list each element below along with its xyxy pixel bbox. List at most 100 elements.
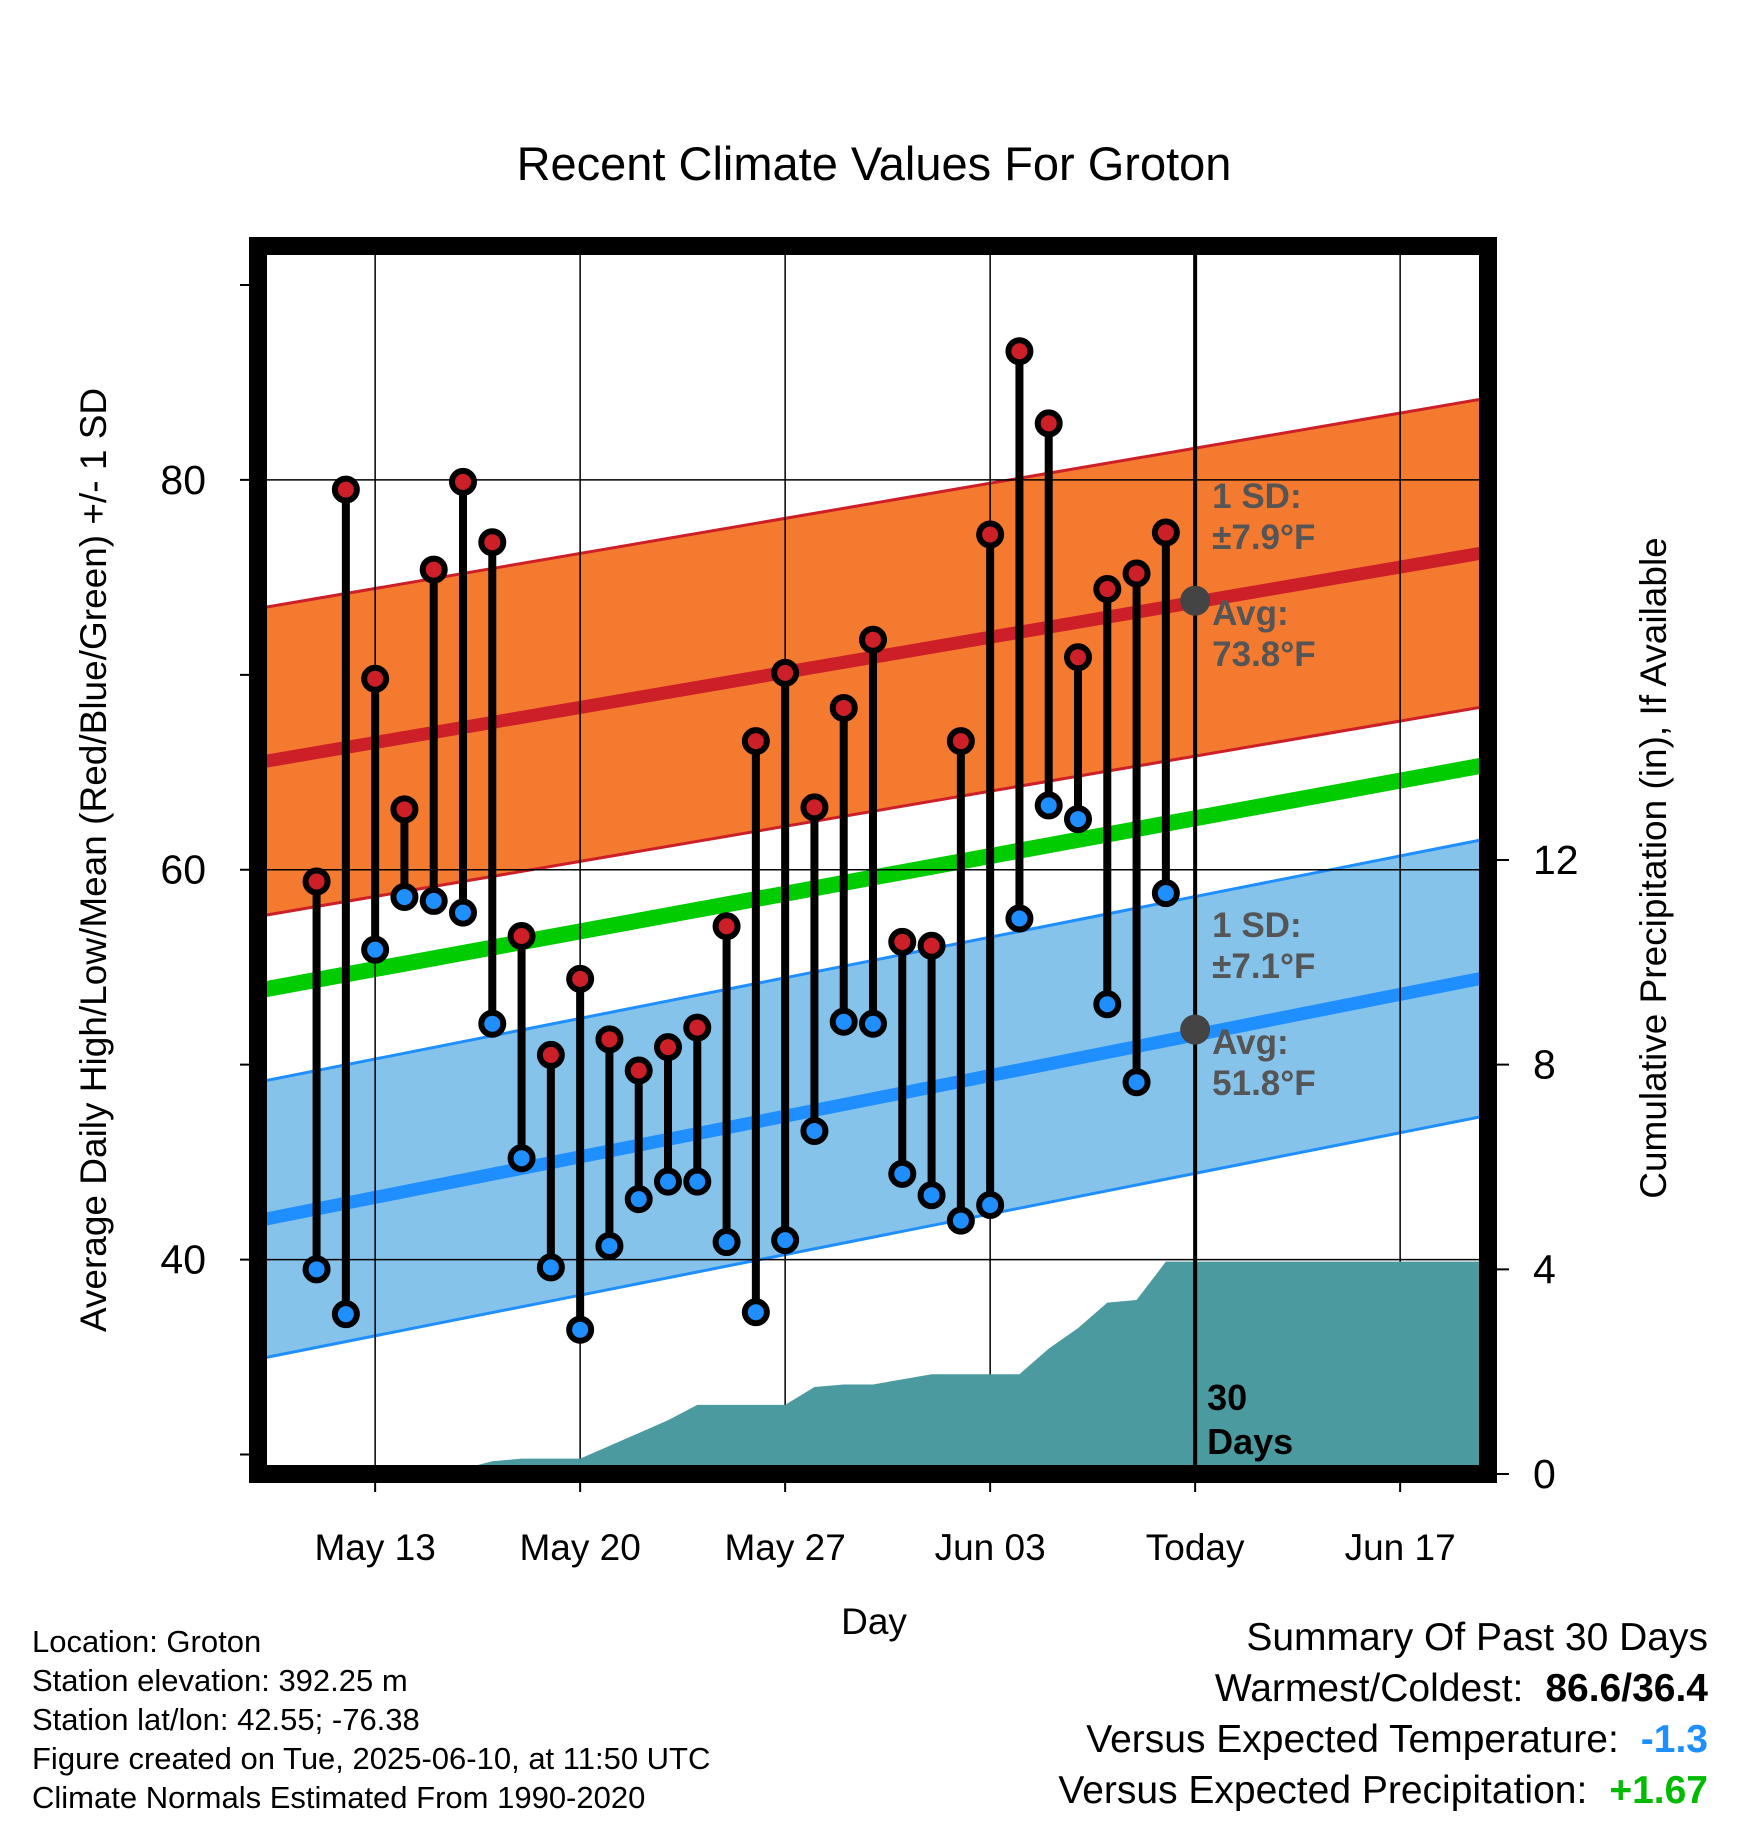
x-tick-label: Jun 03 — [935, 1527, 1046, 1568]
x-tick-label: May 13 — [314, 1527, 435, 1568]
temp-anomaly-value: -1.3 — [1640, 1718, 1708, 1761]
high-point — [302, 867, 331, 896]
high-point — [390, 795, 419, 824]
summary-temp: Versus Expected Temperature: -1.3 — [1058, 1714, 1708, 1765]
low-point — [654, 1167, 682, 1196]
low-point — [741, 1298, 770, 1327]
low-sd-annotation: 1 SD: ±7.1°F — [1212, 906, 1315, 986]
y2-tick-label: 8 — [1533, 1042, 1556, 1088]
high-sd-annotation-line: ±7.9°F — [1212, 518, 1315, 557]
low-point — [390, 883, 419, 912]
low-point — [331, 1300, 360, 1329]
low-point — [1005, 904, 1034, 933]
high-avg-annotation-line: Avg: — [1212, 594, 1288, 633]
low-point — [507, 1144, 536, 1173]
high-point — [331, 475, 360, 504]
summary-panel: Summary Of Past 30 Days Warmest/Coldest:… — [1058, 1612, 1708, 1816]
elevation-text: Station elevation: 392.25 m — [32, 1663, 408, 1698]
high-avg-annotation-line: 73.8°F — [1212, 635, 1316, 674]
summary-precip: Versus Expected Precipitation: +1.67 — [1058, 1765, 1708, 1816]
today-low-avg-marker — [1180, 1014, 1211, 1045]
location-text: Location: Groton — [32, 1624, 262, 1659]
low-point — [859, 1009, 887, 1038]
low-point — [1034, 791, 1063, 820]
today-days-label: 30 Days — [1207, 1377, 1293, 1462]
chart-title: Recent Climate Values For Groton — [517, 137, 1232, 190]
high-point — [507, 922, 536, 951]
x-axis-label: Day — [841, 1601, 907, 1642]
low-point — [888, 1159, 917, 1188]
precip-anomaly-value: +1.67 — [1609, 1769, 1708, 1812]
x-tick-label: May 27 — [724, 1527, 845, 1568]
high-point — [624, 1056, 653, 1085]
precip-area — [258, 1261, 1488, 1474]
x-tick-label: May 20 — [519, 1527, 640, 1568]
created-text: Figure created on Tue, 2025-06-10, at 11… — [32, 1741, 711, 1776]
high-point — [1064, 643, 1092, 672]
normals-text: Climate Normals Estimated From 1990-2020 — [32, 1780, 646, 1815]
low-point — [478, 1009, 507, 1038]
temp-anomaly-label: Versus Expected Temperature: — [1086, 1718, 1619, 1761]
high-point — [741, 727, 770, 756]
y-axis-label: Average Daily High/Low/Mean (Red/Blue/Gr… — [73, 388, 114, 1332]
low-point — [595, 1231, 624, 1260]
high-avg-annotation: Avg: 73.8°F — [1212, 594, 1316, 674]
low-point — [1122, 1068, 1151, 1097]
y2-axis-label: Cumulative Precipitation (in), If Availa… — [1633, 537, 1674, 1199]
y-tick-label: 60 — [160, 847, 206, 893]
today-days-label-line: Days — [1207, 1421, 1293, 1462]
low-point — [1093, 990, 1122, 1019]
high-point — [683, 1013, 712, 1042]
low-point — [361, 935, 390, 964]
low-point — [536, 1253, 565, 1282]
high-point — [1151, 518, 1180, 547]
high-point — [946, 727, 975, 756]
today-days-label-line: 30 — [1207, 1377, 1247, 1418]
high-point — [771, 658, 800, 687]
low-point — [712, 1228, 741, 1257]
summary-warmest-coldest: Warmest/Coldest: 86.6/36.4 — [1058, 1663, 1708, 1714]
low-point — [566, 1315, 595, 1344]
high-point — [566, 964, 595, 993]
y2-tick-label: 12 — [1533, 837, 1579, 883]
y2-tick-label: 0 — [1533, 1451, 1556, 1497]
low-point — [771, 1226, 800, 1255]
high-point — [1093, 575, 1122, 604]
x-tick-label: Jun 17 — [1345, 1527, 1456, 1568]
low-avg-annotation: Avg: 51.8°F — [1212, 1023, 1316, 1103]
warmest-coldest-label: Warmest/Coldest: — [1214, 1667, 1524, 1710]
x-tick-label: Today — [1146, 1527, 1245, 1568]
low-point — [917, 1181, 946, 1210]
low-point — [1151, 879, 1180, 908]
low-point — [976, 1191, 1005, 1220]
low-point — [1064, 805, 1092, 834]
high-point — [419, 555, 448, 584]
low-point — [946, 1206, 975, 1235]
high-point — [712, 912, 741, 941]
low-avg-annotation-line: 51.8°F — [1212, 1064, 1316, 1103]
high-sd-annotation: 1 SD: ±7.9°F — [1212, 477, 1315, 557]
high-point — [449, 467, 477, 496]
high-point — [536, 1040, 565, 1069]
low-point — [302, 1255, 331, 1284]
station-info: Location: Groton Station elevation: 392.… — [32, 1622, 710, 1817]
today-high-avg-marker — [1180, 585, 1211, 616]
high-point — [595, 1025, 624, 1054]
y2-tick-label: 4 — [1533, 1246, 1556, 1292]
warmest-coldest-value: 86.6/36.4 — [1545, 1667, 1708, 1710]
low-point — [624, 1185, 653, 1214]
low-point — [829, 1007, 858, 1036]
high-point — [1122, 559, 1151, 588]
low-point — [419, 886, 448, 915]
low-point — [800, 1116, 829, 1145]
y-tick-label: 40 — [160, 1237, 206, 1283]
high-point — [361, 664, 390, 693]
high-point — [917, 931, 946, 960]
y-tick-label: 80 — [160, 457, 206, 503]
high-sd-annotation-line: 1 SD: — [1212, 477, 1301, 516]
low-avg-annotation-line: Avg: — [1212, 1023, 1288, 1062]
high-point — [888, 927, 917, 956]
high-point — [859, 625, 887, 654]
